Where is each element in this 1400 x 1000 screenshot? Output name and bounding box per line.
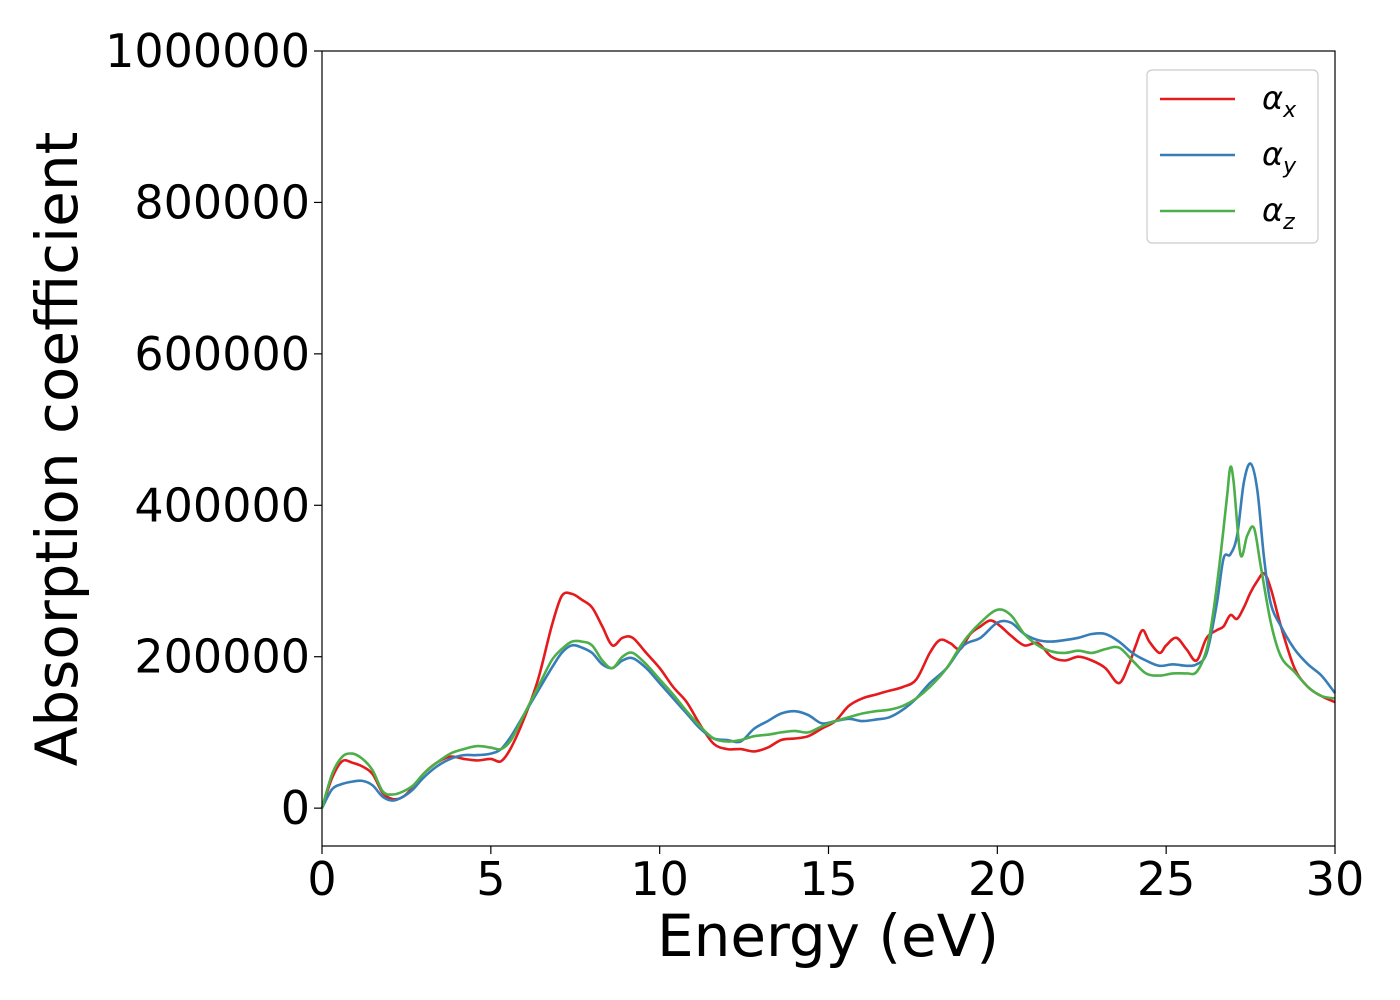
series-line-y (320, 462, 1337, 809)
y-tick-label: 400000 (134, 478, 310, 532)
legend-frame (1146, 69, 1319, 244)
legend-label-x: αx (1262, 79, 1297, 123)
x-tick-label: 5 (476, 852, 505, 906)
y-axis-title: Absorption coefficient (23, 132, 91, 767)
y-tick-label: 1000000 (105, 24, 310, 78)
x-tick-label: 25 (1137, 852, 1196, 906)
x-tick-label: 20 (968, 852, 1027, 906)
series-lines (320, 462, 1337, 809)
legend: αx αy αz (1146, 69, 1319, 244)
x-tick-label: 15 (799, 852, 858, 906)
legend-label-z: αz (1262, 191, 1295, 235)
x-tick-label: 10 (630, 852, 689, 906)
y-tick-label: 200000 (134, 630, 310, 684)
x-axis-title: Energy (eV) (657, 902, 999, 970)
x-tick-label: 0 (307, 852, 336, 906)
series-line-z (320, 465, 1336, 809)
series-line-x (320, 571, 1336, 809)
y-axis-ticks: 0 200000 400000 600000 800000 1000000 (105, 24, 322, 835)
x-axis-ticks: 0 5 10 15 20 25 30 (307, 846, 1364, 906)
y-tick-label: 600000 (134, 327, 310, 381)
y-tick-label: 800000 (134, 175, 310, 229)
legend-label-y: αy (1262, 135, 1297, 179)
y-tick-label: 0 (281, 781, 310, 835)
x-tick-label: 30 (1306, 852, 1365, 906)
